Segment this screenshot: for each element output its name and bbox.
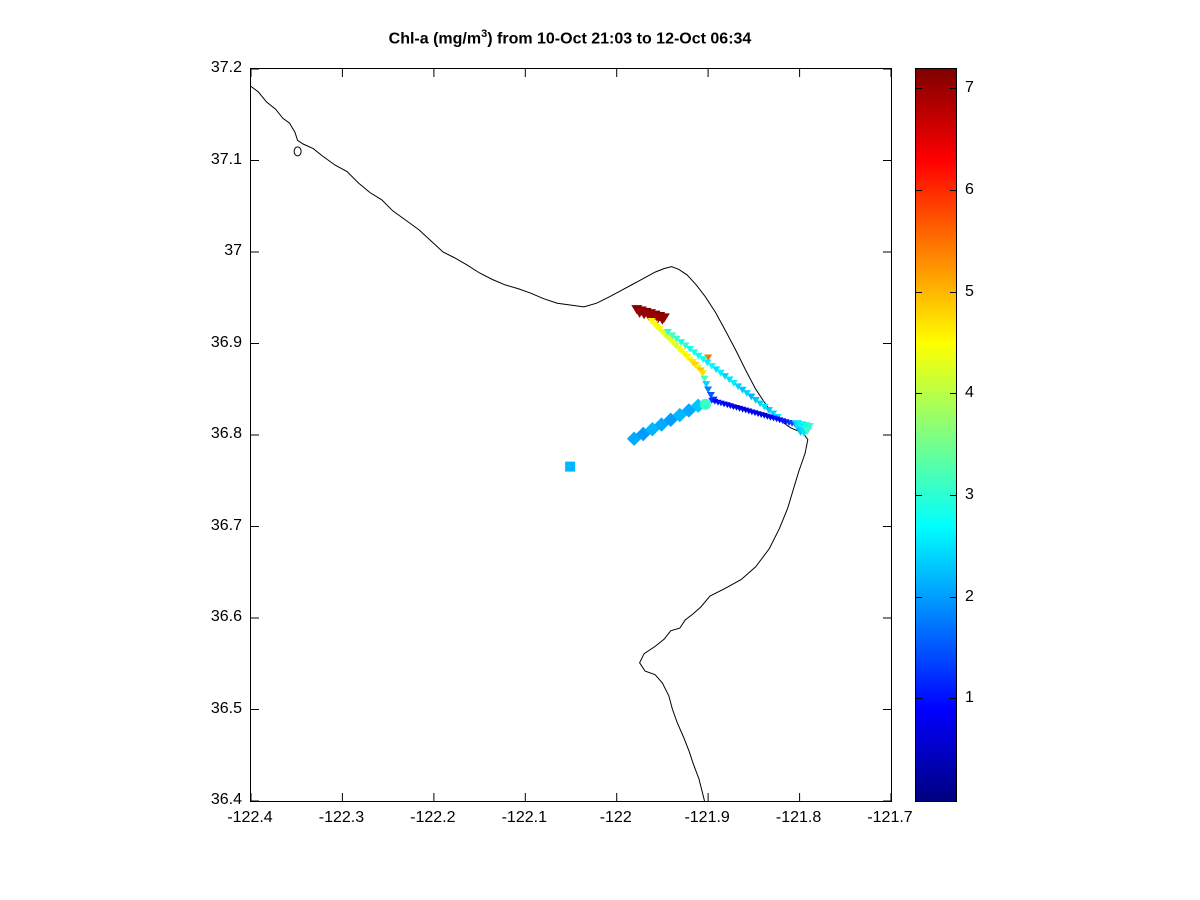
data-point [698,370,707,377]
colorbar-tick-label: 7 [965,79,974,97]
axis-ticks [251,69,891,801]
data-point [668,332,677,339]
y-tick-label: 37.2 [210,59,242,76]
series-mosslanding-cluster [791,420,814,437]
colorbar-tick-mark [916,190,922,191]
chart-title-prefix: Chl-a (mg/m [388,30,482,48]
colorbar-tick-label: 3 [965,486,974,503]
colorbar-tick-label: 5 [965,282,974,300]
y-tick-label: 37.1 [210,150,242,168]
colorbar-tick-label: 2 [965,587,974,605]
data-point [677,339,686,346]
x-tick-label: -122.3 [318,809,365,826]
data-point [742,390,751,397]
colorbar-tick-mark [916,698,922,700]
data-point [725,376,734,384]
data-point [699,398,711,410]
colorbar-tick-mark [916,291,922,293]
data-point [707,362,716,370]
x-tick-label: -121.8 [775,809,822,826]
series-transect-cyan [663,328,782,421]
colorbar-tick-mark [950,596,956,598]
colorbar-tick-mark [950,698,956,700]
y-tick-label: 36.7 [210,516,242,534]
series-station-circle [699,398,711,410]
data-point [694,352,703,360]
chart-title-superscript: 3 [481,28,488,40]
data-point [802,426,813,435]
data-point [769,410,778,418]
x-tick-label: -122.1 [501,809,547,826]
map-plot [251,69,891,801]
colorbar-tick-mark [950,291,956,293]
colorbar-tick-mark [916,495,922,496]
series-station-square [565,461,576,472]
data-point [712,366,721,373]
y-tick-label: 36.5 [210,699,242,717]
x-tick-label: -122 [599,809,632,826]
data-point [656,315,668,325]
chart-title: Chl-a (mg/m3) from 10-Oct 21:03 to 12-Oc… [250,28,890,48]
data-point [706,392,715,399]
data-point [716,369,725,377]
data-point [690,398,706,413]
data-point [704,386,713,394]
y-tick-label: 36.6 [210,608,242,625]
x-tick-label: -122.2 [410,809,456,826]
data-point [565,461,576,472]
data-point [734,383,743,390]
data-point [672,335,681,343]
colorbar-tick-mark [950,190,956,191]
colorbar-tick-label: 4 [965,384,974,402]
data-point [700,375,709,383]
data-point [756,400,765,408]
data-point [760,403,769,411]
data-point [751,397,760,404]
x-tick-label: -121.7 [867,809,913,826]
data-point [626,431,642,446]
colorbar-tick-label: 1 [965,689,974,707]
series-bloom-cluster [631,305,670,325]
y-tick-label: 36.9 [210,333,242,351]
colorbar-tick-label: 6 [965,181,974,198]
data-point [681,342,690,350]
series-transect-blue-east [708,397,805,430]
data-point [663,328,672,336]
y-tick-label: 37 [224,242,242,259]
y-tick-label: 36.8 [210,425,242,442]
colorbar-tick-mark [950,88,956,90]
data-point [729,380,738,387]
data-point [703,359,712,367]
islet-outline [293,146,302,157]
colorbar-tick-mark [950,393,956,395]
x-tick-label: -122.4 [227,809,273,826]
colorbar-tick-mark [950,495,956,496]
colorbar-tick-mark [916,393,922,395]
data-point [747,393,756,401]
coastline-path [251,86,809,801]
colorbar-tick-mark [916,88,922,90]
x-tick-label: -121.9 [684,809,730,826]
y-tick-label: 36.4 [210,791,242,808]
chart-title-suffix: ) from 10-Oct 21:03 to 12-Oct 06:34 [487,30,752,48]
map-axes [250,68,892,802]
data-point [690,349,699,356]
data-point [738,386,747,394]
data-point [764,407,773,414]
series-diamond-track [626,398,706,446]
series-transect-green [647,317,718,404]
colorbar-tick-mark [916,596,922,598]
data-point [702,381,711,388]
data-point [699,356,707,363]
colorbar [915,68,957,802]
data-point [685,345,694,353]
data-point [721,373,729,380]
